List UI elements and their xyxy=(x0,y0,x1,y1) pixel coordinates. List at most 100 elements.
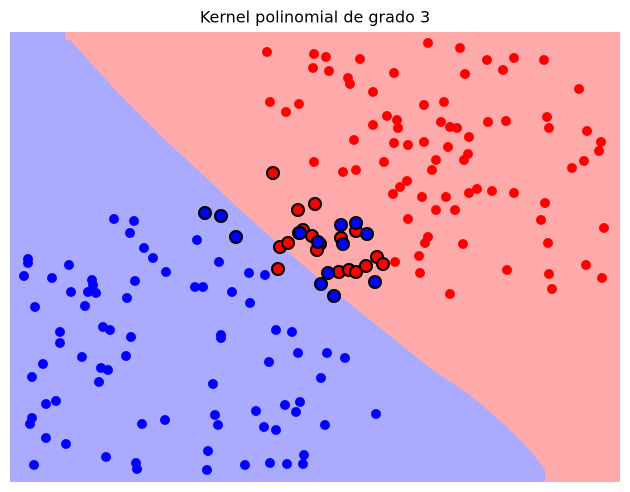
point xyxy=(29,460,39,470)
point xyxy=(259,422,269,432)
point xyxy=(390,257,400,267)
point xyxy=(88,280,98,290)
point xyxy=(101,452,111,462)
point xyxy=(443,142,453,152)
support-vector xyxy=(281,236,295,250)
point xyxy=(414,251,424,261)
point xyxy=(38,359,48,369)
point xyxy=(309,157,319,167)
point xyxy=(345,79,355,89)
point xyxy=(371,409,381,419)
point xyxy=(105,325,115,335)
point xyxy=(389,138,399,148)
point xyxy=(322,348,332,358)
point xyxy=(287,327,297,337)
point xyxy=(483,117,493,127)
point xyxy=(137,419,147,429)
support-vector xyxy=(368,275,382,289)
point xyxy=(543,238,553,248)
point xyxy=(61,439,71,449)
point xyxy=(417,192,427,202)
point xyxy=(129,216,139,226)
support-vector xyxy=(308,197,322,211)
point xyxy=(299,450,309,460)
point xyxy=(509,53,519,63)
point xyxy=(245,298,255,308)
support-vector xyxy=(293,226,307,240)
support-vector xyxy=(336,237,350,251)
point xyxy=(308,63,318,73)
support-vector xyxy=(266,166,280,180)
point xyxy=(47,273,57,283)
point xyxy=(281,107,291,117)
point xyxy=(126,332,136,342)
point xyxy=(282,459,292,469)
point xyxy=(203,446,213,456)
point xyxy=(368,87,378,97)
point xyxy=(393,123,403,133)
point xyxy=(132,464,142,474)
point xyxy=(190,282,200,292)
support-vector xyxy=(334,218,348,232)
point xyxy=(271,325,281,335)
point xyxy=(77,352,87,362)
point xyxy=(544,123,554,133)
point xyxy=(544,269,554,279)
support-vector xyxy=(376,257,390,271)
point xyxy=(596,137,606,147)
point xyxy=(91,288,101,298)
point xyxy=(122,293,132,303)
point xyxy=(30,302,40,312)
point xyxy=(464,132,474,142)
support-vector xyxy=(314,277,328,291)
point xyxy=(291,407,301,417)
point xyxy=(458,239,468,249)
support-vector xyxy=(291,203,305,217)
point xyxy=(41,433,51,443)
point xyxy=(472,184,482,194)
point xyxy=(130,276,140,286)
support-vector xyxy=(229,230,243,244)
point xyxy=(198,282,208,292)
point xyxy=(403,214,413,224)
point xyxy=(103,365,113,375)
point xyxy=(452,123,462,133)
point xyxy=(567,163,577,173)
support-vector xyxy=(349,265,363,279)
point xyxy=(316,373,326,383)
point xyxy=(321,52,331,62)
point xyxy=(23,258,33,268)
point xyxy=(265,458,275,468)
point xyxy=(27,372,37,382)
point xyxy=(445,289,455,299)
point xyxy=(419,137,429,147)
point xyxy=(213,420,223,430)
point xyxy=(455,43,465,53)
point xyxy=(160,415,170,425)
point xyxy=(415,268,425,278)
point xyxy=(392,115,402,125)
point xyxy=(64,260,74,270)
point xyxy=(66,287,76,297)
support-vector xyxy=(321,266,335,280)
point xyxy=(192,235,202,245)
point xyxy=(540,198,550,208)
point xyxy=(202,465,212,475)
support-vector xyxy=(359,259,373,273)
point xyxy=(320,420,330,430)
point xyxy=(227,287,237,297)
point xyxy=(244,268,254,278)
point xyxy=(125,228,135,238)
point xyxy=(214,257,224,267)
point xyxy=(25,419,35,429)
point xyxy=(349,135,359,145)
point xyxy=(581,260,591,270)
point xyxy=(450,205,460,215)
point xyxy=(280,400,290,410)
point xyxy=(599,223,609,233)
point xyxy=(441,192,451,202)
point xyxy=(419,100,429,110)
point xyxy=(295,397,305,407)
point xyxy=(260,270,270,280)
